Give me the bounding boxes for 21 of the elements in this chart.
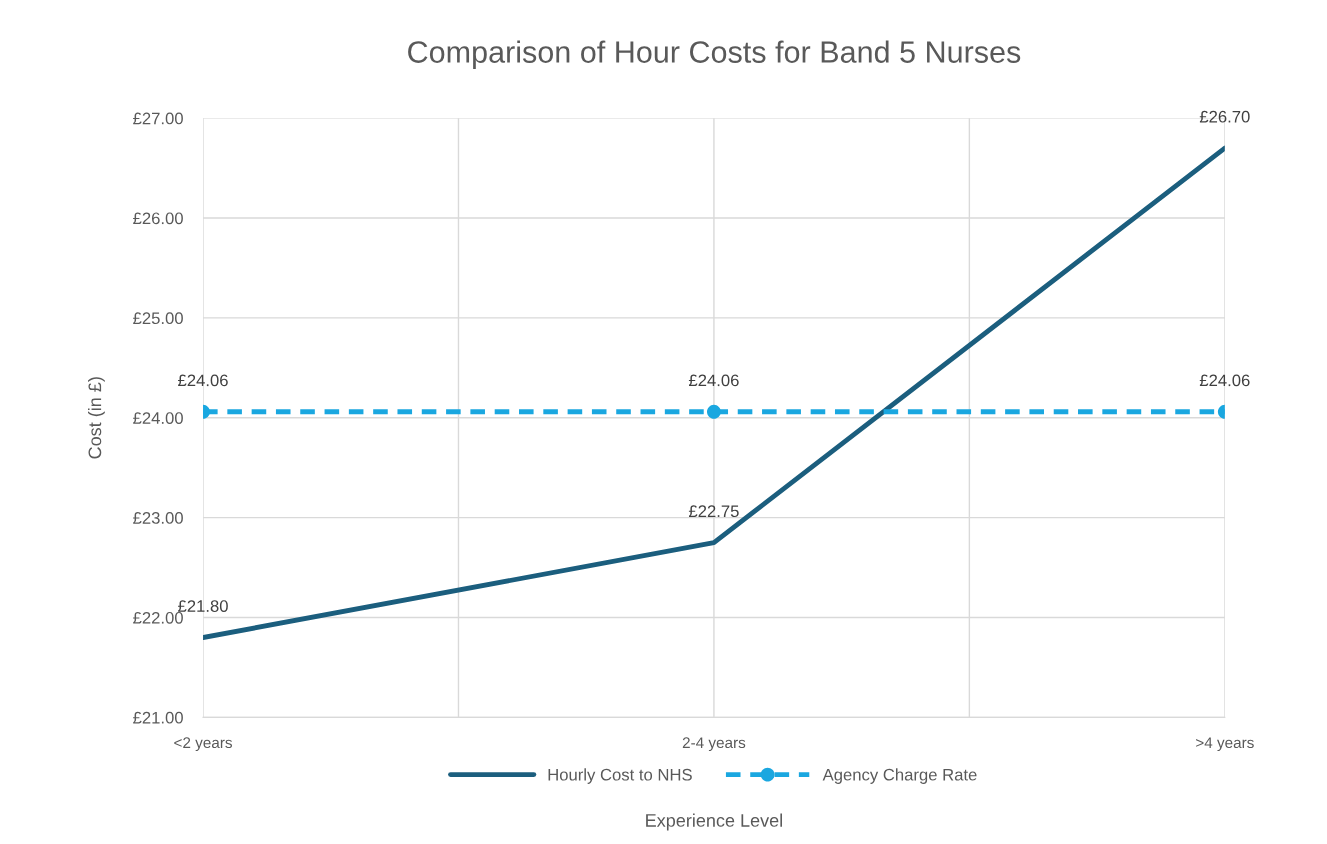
x-axis-title: Experience Level: [646, 813, 782, 831]
chart-title: Comparison of Hour Costs for Band 5 Nurses: [408, 40, 1021, 69]
y-tick-label: £25.00: [133, 312, 183, 325]
data-label: £24.06: [688, 374, 739, 387]
x-tick-label: >4 years: [1196, 737, 1254, 752]
x-tick-label: <2 years: [174, 737, 232, 752]
data-label: £24.06: [178, 374, 228, 387]
y-tick-label: £27.00: [133, 112, 183, 125]
data-label: £24.06: [1199, 374, 1250, 387]
y-tick-label: £26.00: [133, 212, 183, 225]
y-tick-label: £24.00: [133, 412, 183, 424]
data-label: £21.80: [178, 600, 228, 612]
y-tick-label: £22.00: [133, 611, 183, 624]
x-tick-label: 2-4 years: [682, 737, 746, 752]
legend-label: Agency Charge Rate: [822, 768, 977, 784]
data-label: £22.75: [688, 505, 739, 518]
data-label: £26.70: [1199, 110, 1250, 123]
y-tick-label: £23.00: [133, 512, 183, 524]
y-tick-label: £21.00: [133, 711, 183, 724]
legend-label: Hourly Cost to NHS: [548, 768, 692, 784]
y-axis-title: Cost (in £): [88, 377, 105, 459]
